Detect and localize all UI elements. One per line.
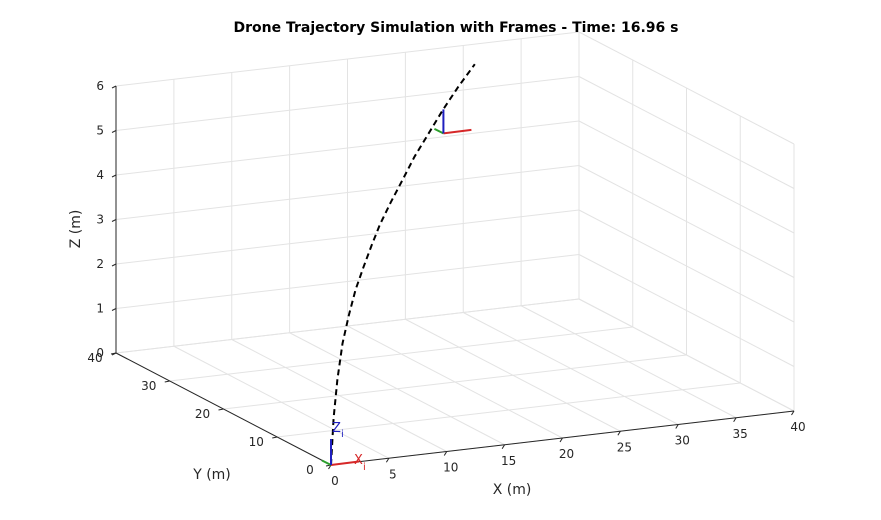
grid-lines <box>115 31 795 466</box>
x-tick-label: 5 <box>389 467 397 481</box>
y-tick-label: 40 <box>87 351 102 365</box>
x-tick <box>443 451 448 456</box>
frame-z-subscript: i <box>341 429 344 440</box>
x-tick <box>501 444 506 450</box>
grid-line-y-floor <box>223 354 687 410</box>
z-tick <box>111 219 117 222</box>
z-tick-label: 1 <box>96 302 104 316</box>
frame-x-subscript: i <box>363 462 366 473</box>
z-tick <box>111 308 117 311</box>
x-tick-label: 35 <box>732 427 747 441</box>
z-tick-label: 0 <box>96 346 104 360</box>
x-tick <box>675 424 679 429</box>
x-tick-label: 40 <box>790 420 805 434</box>
grid-line-z-back <box>115 165 580 220</box>
z-tick <box>111 263 117 267</box>
z-tick-label: 2 <box>96 257 104 271</box>
body-frame-x-axis <box>443 128 472 135</box>
trajectory-series <box>330 63 476 466</box>
x-tick-label: 25 <box>617 440 632 454</box>
x-tick-label: 0 <box>331 474 339 488</box>
trajectory-line <box>330 63 476 466</box>
y-tick-label: 10 <box>249 435 264 449</box>
frame-x-label: X <box>354 453 363 468</box>
x-axis-label: X (m) <box>493 482 532 498</box>
z-tick-label: 3 <box>96 213 104 227</box>
y-tick <box>272 436 278 439</box>
grid-line-y-floor <box>169 326 633 382</box>
grid-line-z-back <box>115 209 580 265</box>
x-tick <box>385 457 390 463</box>
x-tick-label: 20 <box>559 447 574 461</box>
y-tick <box>164 380 170 383</box>
grid-line-z-back <box>115 120 580 176</box>
z-tick-label: 5 <box>96 124 104 138</box>
z-tick-label: 4 <box>96 168 104 182</box>
grid-line-y-floor <box>277 382 741 438</box>
inertial-frame-x-axis <box>330 460 360 466</box>
x-tick <box>559 437 563 443</box>
z-tick-label: 6 <box>96 79 104 93</box>
grid-line-z-side <box>578 76 795 189</box>
x-tick <box>617 430 621 436</box>
body-frame-y-axis <box>433 128 444 135</box>
axes-box <box>110 85 795 470</box>
x-tick <box>733 417 737 423</box>
grid-line-z-side <box>578 31 795 145</box>
x-tick-label: 15 <box>501 454 516 468</box>
x-tick-label: 10 <box>443 461 458 475</box>
grid-line-z-side <box>578 209 795 323</box>
x-tick-label: 30 <box>675 434 690 448</box>
z-tick <box>111 130 117 133</box>
y-tick-label: 0 <box>306 463 314 477</box>
grid-line-z-back <box>115 254 580 309</box>
z-tick <box>111 85 117 89</box>
grid-line-z-side <box>578 165 795 278</box>
grid-line-z-side <box>578 254 795 367</box>
grid-line-z-back <box>115 76 580 131</box>
grid-line-y-floor <box>115 298 580 354</box>
y-axis-label: Y (m) <box>192 467 231 483</box>
grid-line-z-side <box>578 120 795 234</box>
z-tick <box>111 174 117 178</box>
body-frame <box>433 109 472 135</box>
frame-z-label: Z <box>332 421 341 436</box>
z-tick <box>111 352 117 356</box>
x-tick <box>791 410 795 416</box>
y-tick-label: 30 <box>141 379 156 393</box>
z-axis-label: Z (m) <box>68 210 84 249</box>
y-tick-label: 20 <box>195 407 210 421</box>
grid-line-z-back <box>115 31 580 87</box>
inertial-frame-y-axis <box>321 459 332 466</box>
y-tick <box>218 408 224 411</box>
chart-title: Drone Trajectory Simulation with Frames … <box>234 20 679 36</box>
